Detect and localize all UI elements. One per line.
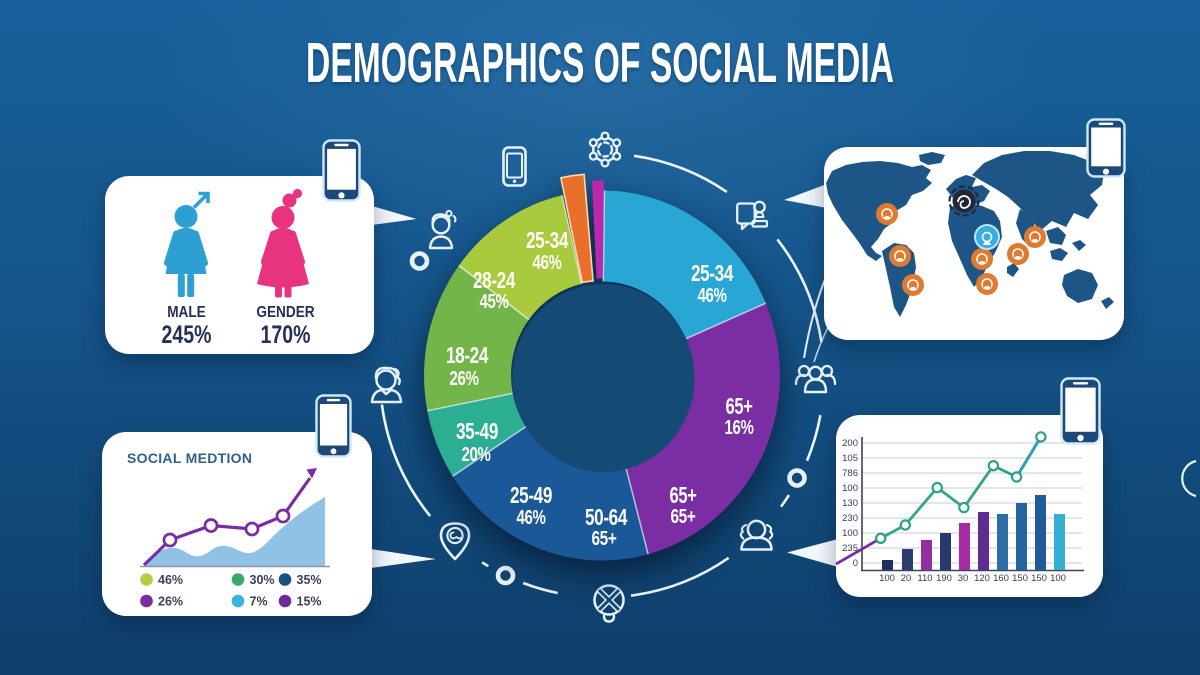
svg-text:20: 20 — [901, 573, 912, 584]
svg-text:100: 100 — [879, 573, 895, 584]
svg-text:46%: 46% — [517, 507, 547, 529]
svg-text:15%: 15% — [297, 595, 322, 609]
svg-text:120: 120 — [974, 573, 990, 584]
svg-text:46%: 46% — [533, 252, 563, 274]
svg-text:28-24: 28-24 — [473, 267, 516, 293]
svg-text:30%: 30% — [250, 573, 275, 587]
svg-text:130: 130 — [842, 498, 858, 509]
svg-text:25-34: 25-34 — [691, 260, 734, 286]
svg-text:105: 105 — [842, 453, 858, 464]
svg-text:100: 100 — [842, 528, 858, 539]
svg-text:65+: 65+ — [671, 506, 696, 528]
svg-text:16%: 16% — [725, 417, 755, 439]
svg-text:35%: 35% — [297, 573, 322, 587]
svg-text:110: 110 — [917, 573, 932, 584]
svg-text:20%: 20% — [462, 444, 492, 466]
svg-text:25-49: 25-49 — [510, 482, 552, 508]
svg-text:150: 150 — [1031, 573, 1047, 584]
svg-text:190: 190 — [936, 573, 952, 584]
svg-text:46%: 46% — [698, 285, 728, 307]
svg-text:100: 100 — [1050, 573, 1066, 584]
svg-text:65+: 65+ — [670, 482, 697, 508]
svg-text:65+: 65+ — [726, 393, 753, 419]
svg-text:26%: 26% — [158, 595, 183, 609]
svg-text:200: 200 — [842, 438, 858, 449]
svg-text:18-24: 18-24 — [446, 342, 489, 368]
svg-text:50-64: 50-64 — [585, 504, 628, 530]
svg-text:46%: 46% — [158, 573, 183, 587]
svg-text:7%: 7% — [250, 595, 268, 609]
svg-text:25-34: 25-34 — [526, 227, 569, 253]
svg-text:45%: 45% — [480, 291, 510, 313]
svg-text:160: 160 — [993, 573, 1009, 584]
svg-text:235: 235 — [842, 543, 858, 554]
svg-text:30: 30 — [958, 573, 969, 584]
svg-text:26%: 26% — [450, 368, 480, 390]
svg-text:65+: 65+ — [592, 528, 617, 550]
svg-text:100: 100 — [842, 483, 858, 494]
svg-text:786: 786 — [842, 468, 858, 479]
svg-text:35-49: 35-49 — [456, 418, 498, 444]
svg-text:230: 230 — [842, 513, 858, 524]
svg-text:150: 150 — [1012, 573, 1028, 584]
svg-text:0: 0 — [853, 558, 858, 569]
